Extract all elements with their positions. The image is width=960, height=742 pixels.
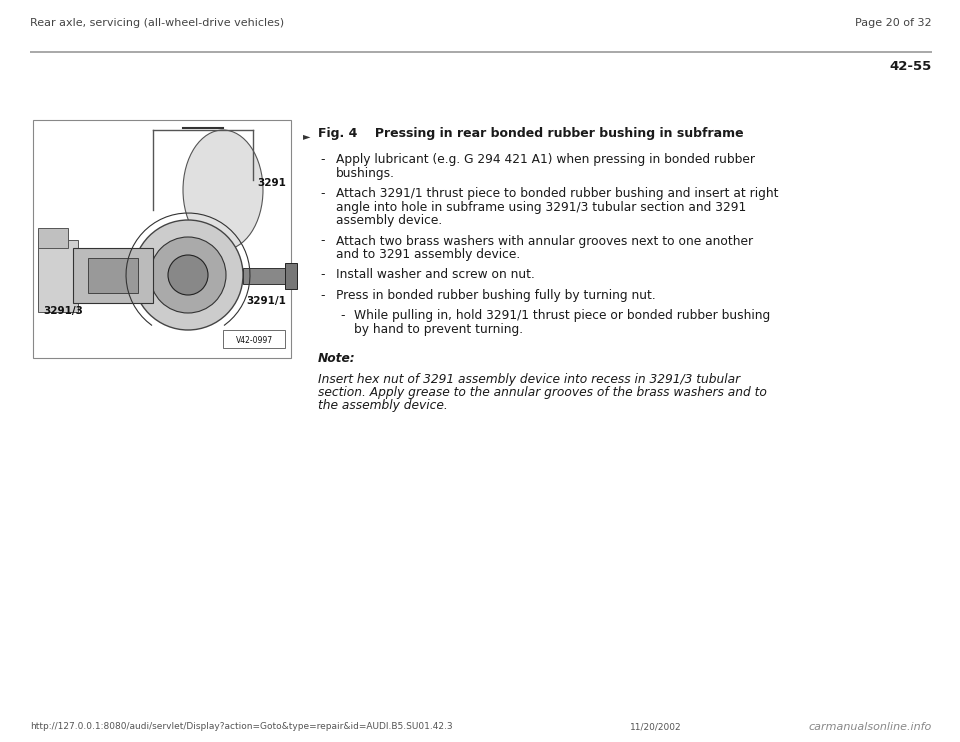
Bar — [38, 240, 78, 312]
Text: 11/20/2002: 11/20/2002 — [630, 722, 682, 731]
Text: 3291: 3291 — [257, 178, 286, 188]
Circle shape — [150, 237, 226, 313]
Circle shape — [133, 220, 243, 330]
Bar — [33, 120, 291, 358]
Bar — [223, 330, 285, 348]
Text: bushings.: bushings. — [336, 166, 395, 180]
Text: the assembly device.: the assembly device. — [318, 399, 447, 413]
Bar — [243, 268, 288, 284]
Text: Attach 3291/1 thrust piece to bonded rubber bushing and insert at right: Attach 3291/1 thrust piece to bonded rub… — [336, 187, 779, 200]
Text: Rear axle, servicing (all-wheel-drive vehicles): Rear axle, servicing (all-wheel-drive ve… — [30, 18, 284, 28]
Bar — [73, 248, 153, 303]
Text: section. Apply grease to the annular grooves of the brass washers and to: section. Apply grease to the annular gro… — [318, 386, 767, 399]
Text: http://127.0.0.1:8080/audi/servlet/Display?action=Goto&type=repair&id=AUDI.B5.SU: http://127.0.0.1:8080/audi/servlet/Displ… — [30, 722, 452, 731]
Text: -: - — [320, 187, 324, 200]
Text: Apply lubricant (e.g. G 294 421 A1) when pressing in bonded rubber: Apply lubricant (e.g. G 294 421 A1) when… — [336, 153, 755, 166]
Text: Fig. 4    Pressing in rear bonded rubber bushing in subframe: Fig. 4 Pressing in rear bonded rubber bu… — [318, 127, 744, 140]
Text: and to 3291 assembly device.: and to 3291 assembly device. — [336, 248, 520, 261]
Text: 3291/3: 3291/3 — [43, 306, 83, 316]
Text: While pulling in, hold 3291/1 thrust piece or bonded rubber bushing: While pulling in, hold 3291/1 thrust pie… — [354, 309, 770, 323]
Text: assembly device.: assembly device. — [336, 214, 443, 227]
Text: 42-55: 42-55 — [890, 60, 932, 73]
Text: Attach two brass washers with annular grooves next to one another: Attach two brass washers with annular gr… — [336, 234, 754, 248]
Text: -: - — [320, 234, 324, 248]
Text: angle into hole in subframe using 3291/3 tubular section and 3291: angle into hole in subframe using 3291/3… — [336, 200, 746, 214]
Text: Press in bonded rubber bushing fully by turning nut.: Press in bonded rubber bushing fully by … — [336, 289, 656, 302]
Text: ►: ► — [303, 131, 310, 141]
Text: Insert hex nut of 3291 assembly device into recess in 3291/3 tubular: Insert hex nut of 3291 assembly device i… — [318, 372, 740, 386]
Circle shape — [168, 255, 208, 295]
Bar — [38, 228, 68, 248]
Text: V42-0997: V42-0997 — [235, 336, 273, 345]
Ellipse shape — [183, 130, 263, 250]
Bar — [285, 263, 297, 289]
Text: -: - — [320, 153, 324, 166]
Text: by hand to prevent turning.: by hand to prevent turning. — [354, 323, 523, 336]
Text: -: - — [320, 269, 324, 281]
Text: 3291/1: 3291/1 — [246, 296, 286, 306]
Text: Page 20 of 32: Page 20 of 32 — [855, 18, 932, 28]
Text: carmanualsonline.info: carmanualsonline.info — [808, 722, 932, 732]
Text: -: - — [340, 309, 345, 323]
Text: Note:: Note: — [318, 352, 355, 366]
Bar — [88, 258, 138, 293]
Text: -: - — [320, 289, 324, 302]
Text: Install washer and screw on nut.: Install washer and screw on nut. — [336, 269, 535, 281]
